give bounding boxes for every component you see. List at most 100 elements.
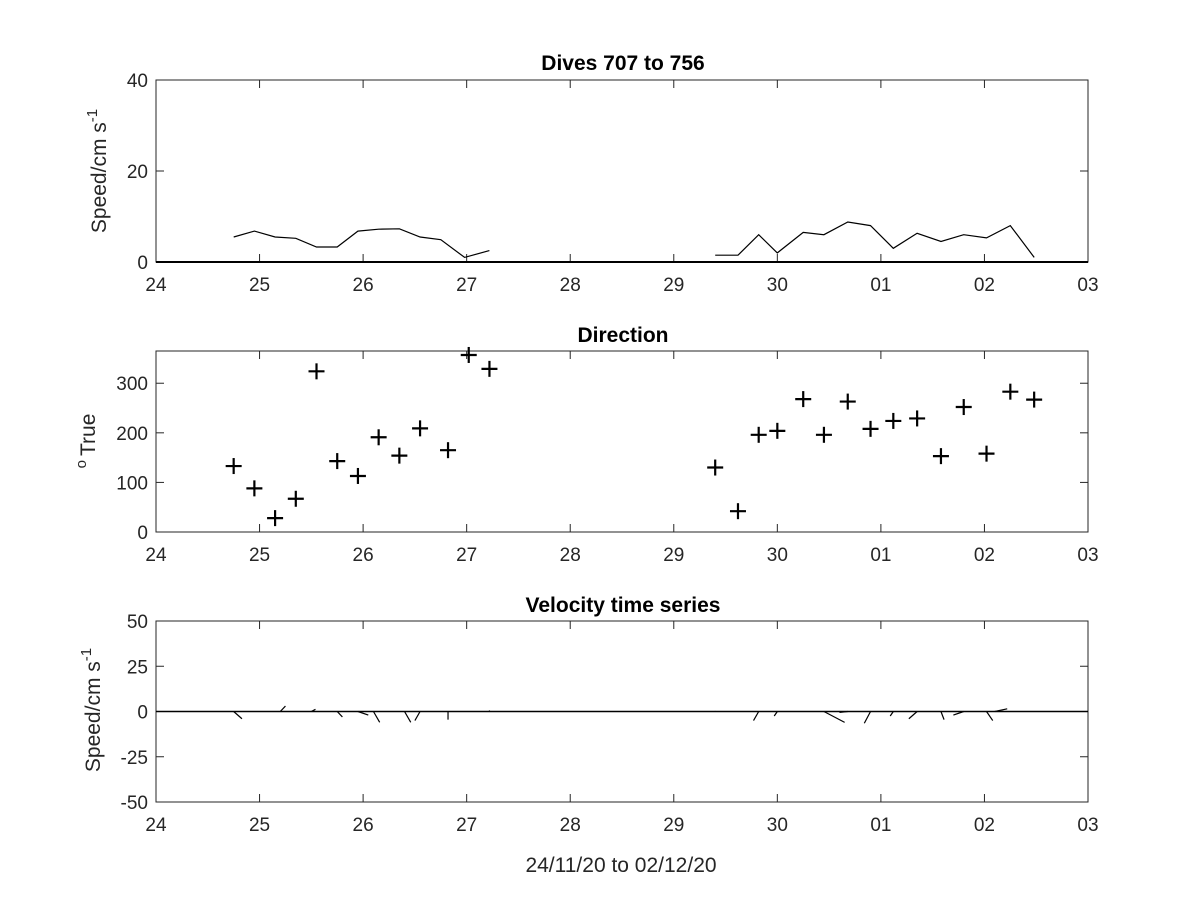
velocity-panel-xtick-label: 28 (560, 815, 581, 836)
velocity-panel-xtick-label: 24 (145, 815, 167, 836)
velocity-panel-velocity-stick (953, 710, 964, 716)
direction-panel-point (750, 426, 767, 443)
direction-panel-ylabel: o True (73, 414, 100, 469)
velocity-panel: Velocity time series Speed/cm s-1 24/11/… (78, 594, 1099, 877)
svg-text:oTrue: o True (73, 414, 100, 469)
direction-panel: Direction o True 24 25 26 27 28 29 30 01 02 03 0 100… (73, 324, 1099, 566)
speed-panel-xtick-label: 24 (145, 275, 167, 296)
direction-panel-point (370, 429, 387, 446)
direction-panel-xtick-label: 30 (767, 545, 788, 566)
velocity-panel-ylabel: Speed/cm s-1 (78, 648, 105, 772)
velocity-panel-velocity-stick (940, 711, 945, 720)
velocity-panel-xtick-label: 02 (974, 815, 995, 836)
velocity-panel-xtick-label: 29 (663, 815, 684, 836)
direction-panel-point (391, 447, 408, 464)
direction-panel-point (729, 503, 746, 520)
direction-panel-ytick-label: 0 (137, 523, 148, 544)
velocity-panel-ylabel-text: Speed/cm s (82, 661, 105, 772)
direction-panel-xtick-label: 27 (456, 545, 477, 566)
velocity-panel-velocity-stick (994, 708, 1008, 713)
velocity-panel-velocity-stick (279, 705, 286, 712)
speed-panel-xtick-label: 25 (249, 275, 270, 296)
velocity-panel-velocity-stick (311, 708, 316, 713)
velocity-panel-velocity-stick (752, 711, 760, 721)
speed-panel-axes-frame (155, 79, 1089, 263)
velocity-panel-velocity-stick (986, 711, 994, 721)
speed-panel-xtick-label: 02 (974, 275, 995, 296)
direction-panel-xtick-label: 02 (974, 545, 995, 566)
direction-panel-point (795, 391, 812, 408)
velocity-panel-velocity-stick (889, 711, 894, 717)
velocity-panel-ytick-label: 50 (127, 612, 148, 633)
direction-panel-point (955, 399, 972, 416)
velocity-panel-ytick-label: -50 (121, 793, 148, 814)
direction-panel-xtick-label: 01 (870, 545, 891, 566)
velocity-panel-velocity-stick (372, 711, 381, 723)
direction-panel-point (769, 422, 786, 439)
direction-panel-point (707, 459, 724, 476)
speed-panel-xtick-label: 26 (353, 275, 374, 296)
direction-panel-point (267, 510, 284, 527)
direction-panel-point (932, 448, 949, 465)
speed-panel-xtick-label: 28 (560, 275, 581, 296)
svg-text:Speed/cm s-1: Speed/cm s-1 (78, 648, 105, 772)
direction-panel-point (349, 467, 366, 484)
velocity-panel-xtick-label: 03 (1077, 815, 1098, 836)
direction-panel-xtick-label: 29 (663, 545, 684, 566)
velocity-panel-xtick-label: 01 (870, 815, 891, 836)
direction-panel-point (225, 458, 242, 475)
speed-panel-ytick-label: 40 (127, 71, 148, 92)
direction-panel-ylabel-text: True (77, 414, 100, 456)
velocity-panel-velocity-stick (357, 710, 369, 716)
speed-panel-xtick-label: 30 (767, 275, 788, 296)
direction-panel-ytick-label: 200 (116, 424, 148, 445)
direction-panel-point (862, 420, 879, 437)
direction-panel-xtick-label: 24 (145, 545, 167, 566)
direction-panel-point (412, 420, 429, 437)
direction-panel-point (978, 445, 995, 462)
speed-panel-ytick-label: 20 (127, 162, 148, 183)
direction-panel-ytick-label: 300 (116, 374, 148, 395)
velocity-panel-velocity-stick (336, 711, 343, 718)
velocity-panel-title: Velocity time series (526, 594, 721, 617)
direction-panel-point (440, 442, 457, 459)
direction-panel-point (839, 393, 856, 410)
direction-panel-point (308, 363, 325, 380)
velocity-panel-velocity-stick (823, 710, 845, 723)
velocity-panel-velocity-stick (773, 711, 778, 717)
velocity-panel-xtick-label: 30 (767, 815, 788, 836)
direction-panel-ytick-label: 100 (116, 473, 148, 494)
speed-panel-ylabel: Speed/cm s-1 (84, 109, 111, 233)
velocity-panel-velocity-stick (863, 711, 872, 724)
velocity-panel-ytick-label: 0 (137, 703, 148, 724)
speed-panel-series-line (715, 221, 1035, 258)
direction-panel-point (909, 410, 926, 427)
speed-panel: Dives 707 to 756 Speed/cm s-1 24 25 26 27 28… (84, 52, 1099, 296)
velocity-panel-xtick-label: 26 (353, 815, 374, 836)
speed-panel-ytick-label: 0 (137, 253, 148, 274)
velocity-panel-velocity-stick (908, 711, 918, 720)
velocity-panel-xtick-label: 27 (456, 815, 477, 836)
direction-panel-ylabel-degree: o (73, 460, 90, 468)
speed-panel-xtick-label: 01 (870, 275, 891, 296)
velocity-panel-xlabel: 24/11/20 to 02/12/20 (525, 854, 716, 877)
direction-panel-xtick-label: 26 (353, 545, 374, 566)
direction-panel-xtick-label: 03 (1077, 545, 1098, 566)
svg-text:Speed/cm s-1: Speed/cm s-1 (84, 109, 111, 233)
direction-panel-point (885, 412, 902, 429)
velocity-panel-velocity-stick (414, 711, 421, 721)
speed-panel-xtick-label: 29 (663, 275, 684, 296)
direction-panel-xtick-label: 25 (249, 545, 270, 566)
speed-panel-xtick-label: 27 (456, 275, 477, 296)
direction-panel-point (287, 490, 304, 507)
speed-panel-xtick-label: 03 (1077, 275, 1098, 296)
direction-panel-point (815, 426, 832, 443)
speed-panel-ylabel-superscript: -1 (84, 109, 101, 122)
direction-panel-point (329, 453, 346, 470)
velocity-panel-velocity-stick (233, 711, 243, 720)
direction-panel-point (460, 346, 477, 363)
direction-panel-point (246, 480, 263, 497)
direction-panel-point (1026, 391, 1043, 408)
direction-panel-xtick-label: 28 (560, 545, 581, 566)
direction-panel-axes-frame (155, 350, 1089, 533)
